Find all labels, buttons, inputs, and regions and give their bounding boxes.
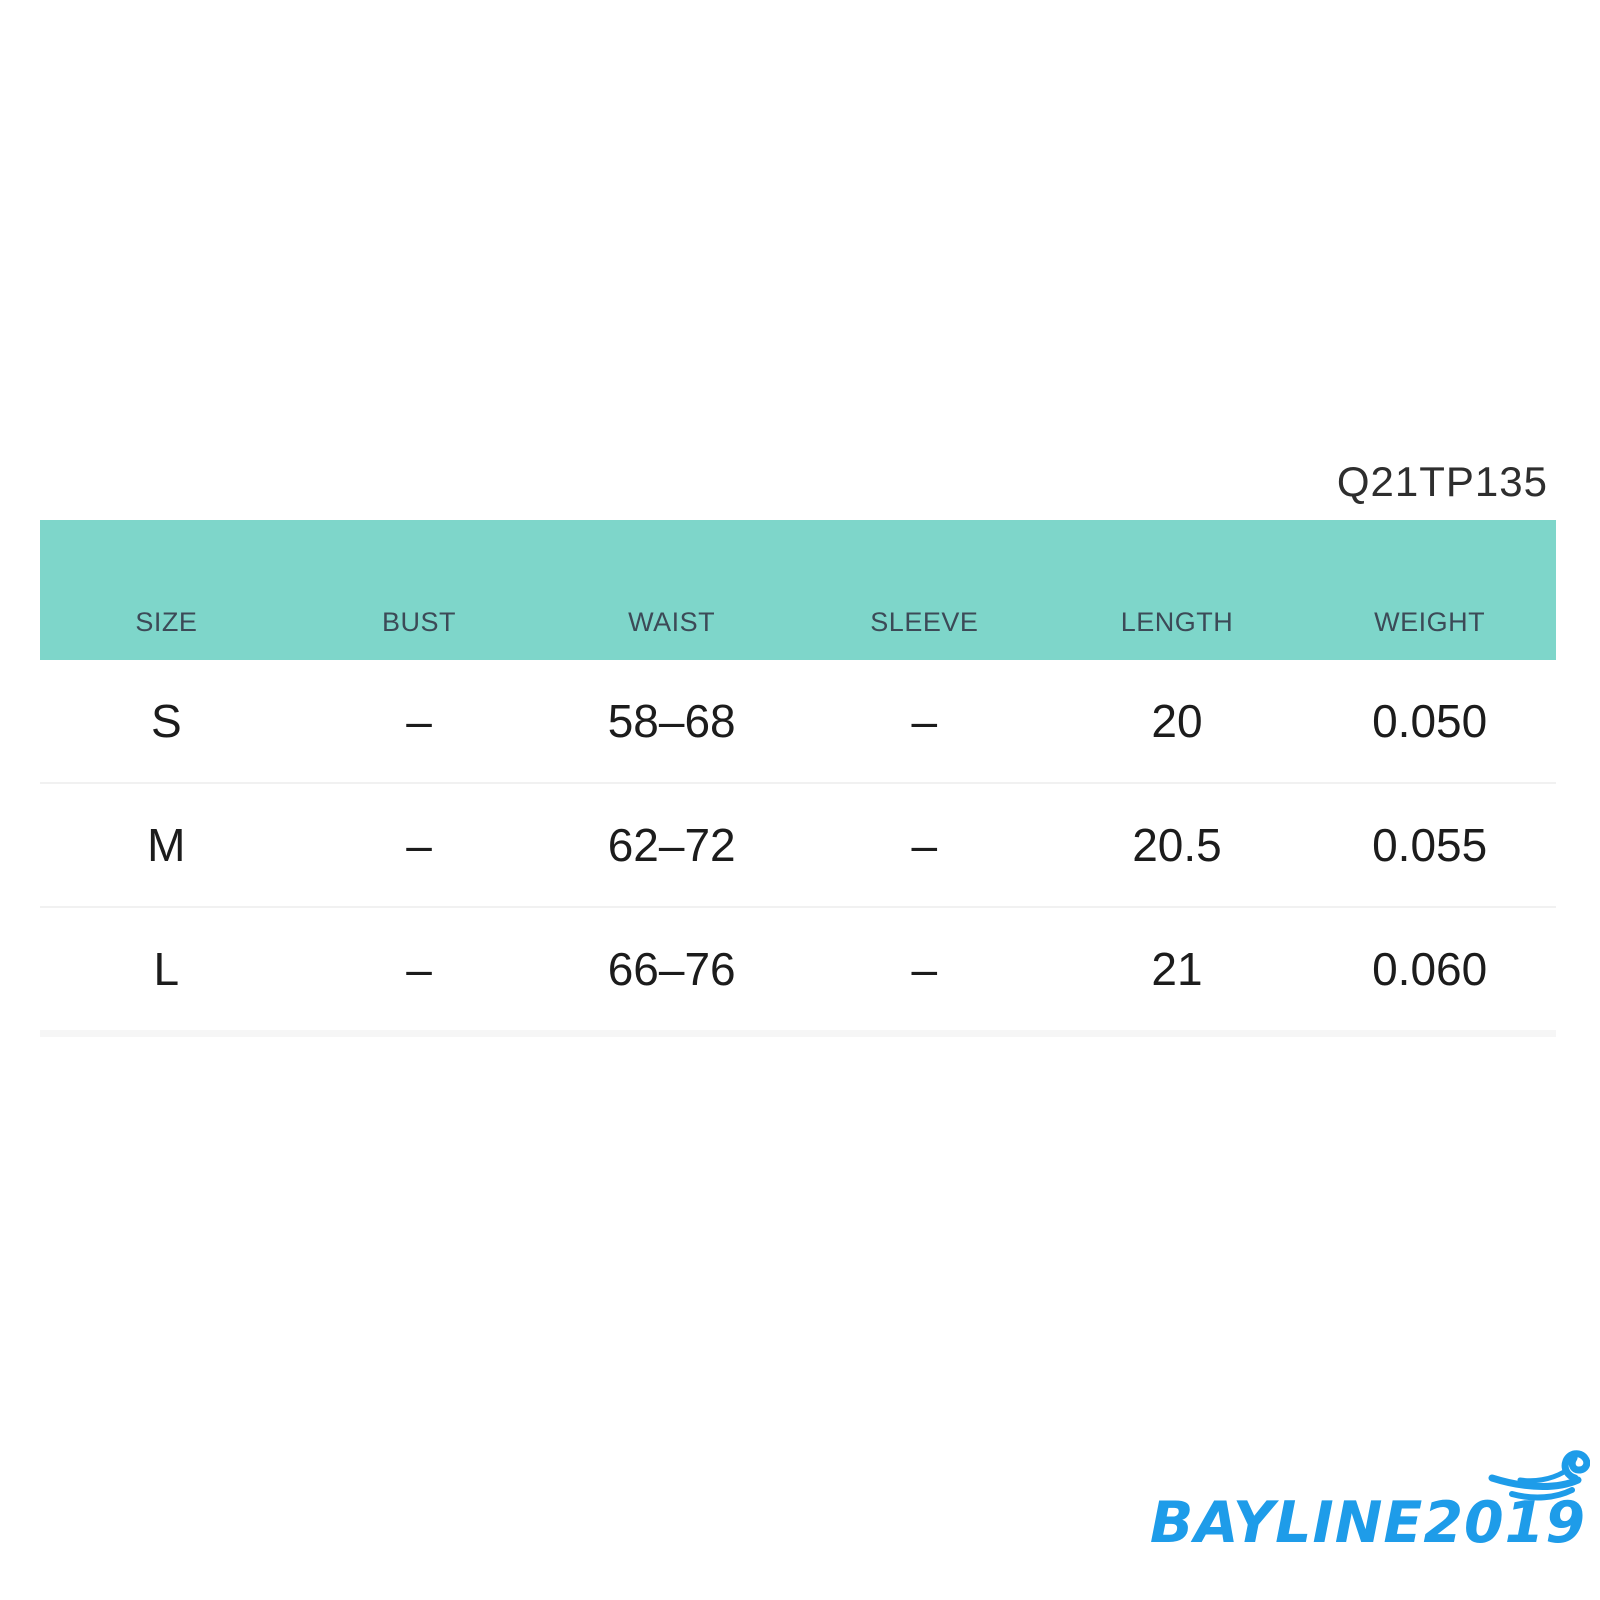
cell-length: 21	[1151, 943, 1203, 995]
column-header-bust: BUST	[381, 607, 456, 637]
column-header-waist: WAIST	[628, 607, 716, 637]
cell-bust: –	[406, 943, 432, 995]
column-header-sleeve: SLEEVE	[870, 607, 979, 637]
cell-waist: 66–76	[607, 943, 736, 995]
cell-size: S	[150, 695, 182, 747]
column-header-length: LENGTH	[1120, 607, 1234, 637]
cell-sleeve: –	[911, 695, 938, 747]
cell-waist: 62–72	[607, 819, 736, 871]
swirl-icon	[1488, 1450, 1590, 1501]
cell-waist: 58–68	[607, 695, 736, 747]
cell-size: M	[147, 819, 186, 871]
product-code: Q21TP135	[1336, 458, 1548, 505]
size-table: SIZE BUST WAIST SLEEVE LENGTH WEIGHT S –…	[40, 520, 1556, 1037]
size-table-header: SIZE BUST WAIST SLEEVE LENGTH WEIGHT	[40, 520, 1556, 660]
cell-sleeve: –	[911, 819, 938, 871]
table-row-s: S – 58–68 – 20 0.050	[40, 660, 1556, 782]
cell-bust: –	[406, 819, 432, 871]
cell-weight: 0.050	[1372, 695, 1488, 747]
watermark-text: BAYLINE2019	[1149, 1490, 1586, 1556]
cell-length: 20	[1151, 695, 1203, 747]
watermark: BAYLINE2019	[1149, 1450, 1590, 1556]
cell-weight: 0.060	[1372, 943, 1488, 995]
column-header-weight: WEIGHT	[1374, 607, 1486, 637]
cell-sleeve: –	[911, 943, 938, 995]
table-row-m: M – 62–72 – 20.5 0.055	[40, 782, 1556, 906]
table-bottom-border	[40, 1030, 1556, 1037]
column-header-size: SIZE	[135, 607, 198, 637]
cell-length: 20.5	[1132, 819, 1222, 871]
cell-weight: 0.055	[1372, 819, 1488, 871]
table-row-l: L – 66–76 – 21 0.060	[40, 906, 1556, 1030]
cell-bust: –	[406, 695, 432, 747]
cell-size: L	[153, 943, 180, 995]
